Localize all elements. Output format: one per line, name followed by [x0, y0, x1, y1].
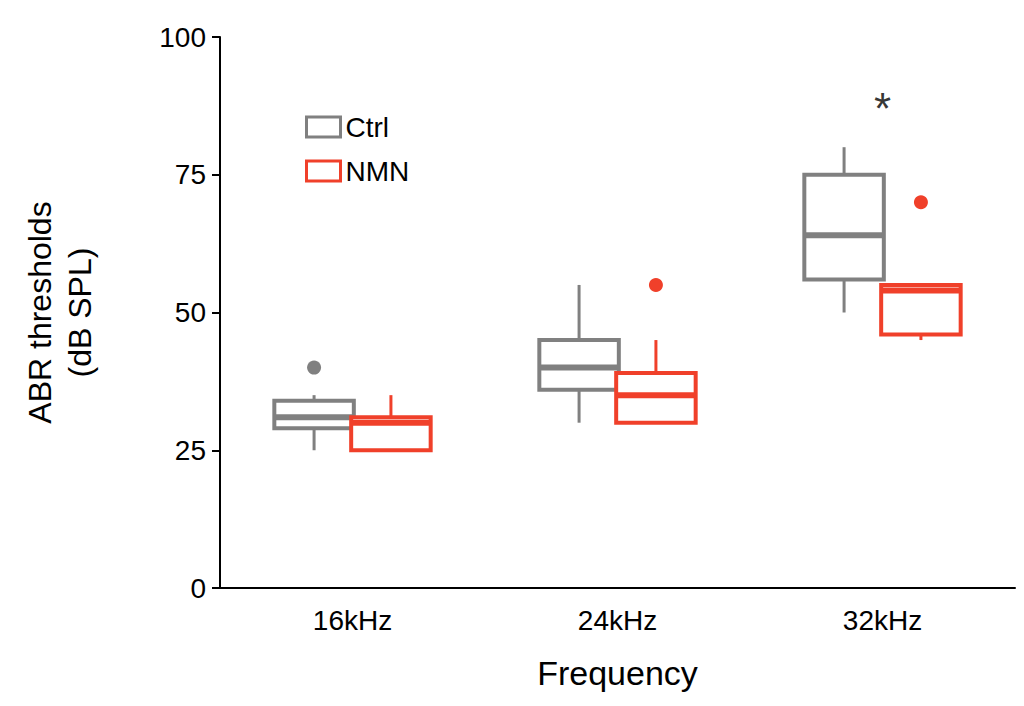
- svg-text:Frequency: Frequency: [537, 654, 698, 692]
- svg-text:16kHz: 16kHz: [313, 605, 392, 636]
- svg-text:Ctrl: Ctrl: [346, 112, 390, 143]
- svg-text:24kHz: 24kHz: [578, 605, 657, 636]
- svg-text:50: 50: [175, 297, 206, 328]
- svg-text:100: 100: [159, 22, 206, 53]
- svg-text:25: 25: [175, 435, 206, 466]
- svg-text:(dB SPL): (dB SPL): [62, 248, 98, 378]
- svg-text:*: *: [874, 84, 891, 133]
- svg-text:32kHz: 32kHz: [843, 605, 922, 636]
- svg-text:ABR thresholds: ABR thresholds: [22, 201, 58, 423]
- svg-text:75: 75: [175, 159, 206, 190]
- svg-text:NMN: NMN: [346, 156, 410, 187]
- svg-text:0: 0: [190, 573, 206, 604]
